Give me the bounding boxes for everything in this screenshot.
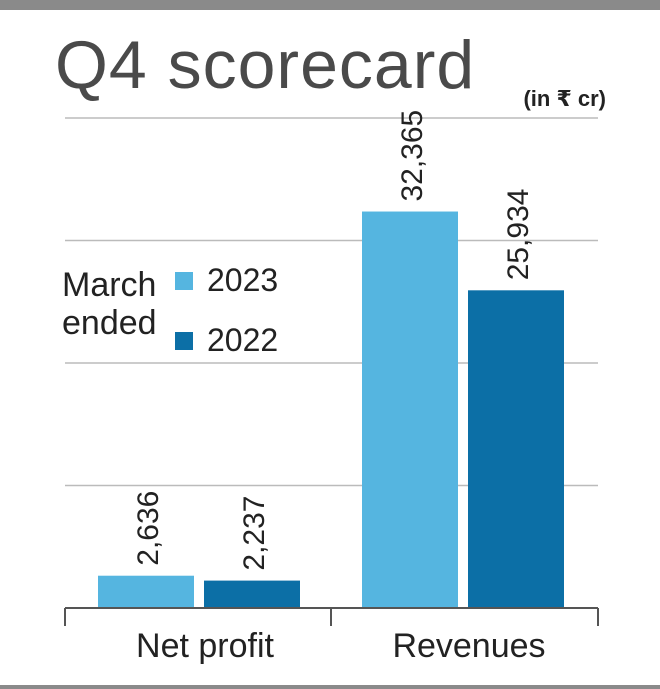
bar-2022-net-profit: [204, 580, 300, 608]
bottom-border: [0, 685, 660, 689]
unit-label: (in ₹ cr): [523, 86, 606, 111]
legend-label-2022: 2022: [207, 322, 279, 358]
legend-title: March ended: [62, 266, 157, 342]
data-label: 25,934: [502, 189, 535, 281]
legend-swatch-2023: [175, 271, 193, 290]
legend-title-line1: March: [62, 266, 157, 304]
top-border: [0, 0, 660, 10]
bar-2022-revenues: [468, 290, 564, 608]
legend-item-2022: 2022: [175, 322, 278, 359]
chart-title: Q4 scorecard: [55, 27, 476, 103]
category-label: Net profit: [136, 627, 274, 665]
category-label: Revenues: [392, 627, 545, 665]
data-label: 32,365: [396, 110, 429, 202]
data-label: 2,636: [132, 491, 165, 566]
data-label: 2,237: [238, 496, 271, 571]
legend-swatch-2022: [175, 331, 193, 350]
legend-title-line2: ended: [62, 304, 157, 342]
bar-2023-revenues: [362, 211, 458, 608]
legend-label-2023: 2023: [207, 262, 279, 298]
legend-item-2023: 2023: [175, 262, 278, 299]
bar-2023-net-profit: [98, 575, 194, 608]
